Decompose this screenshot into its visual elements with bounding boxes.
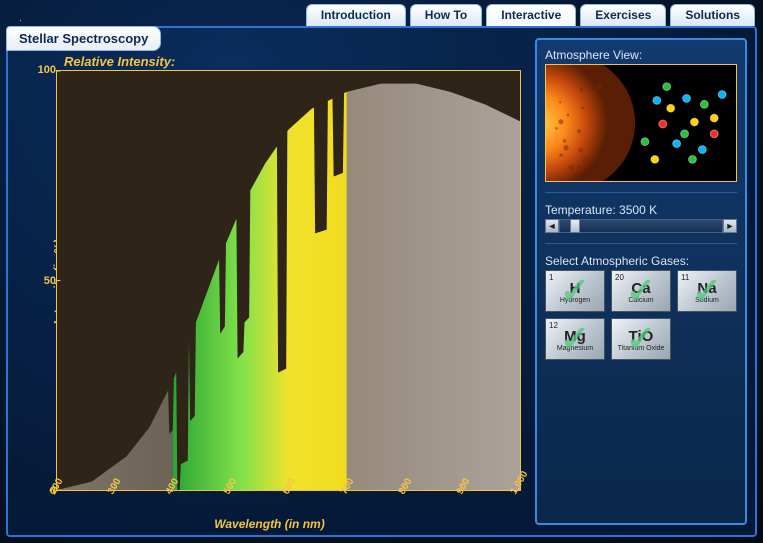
temperature-value: 3500 K bbox=[619, 203, 657, 217]
gases-label: Select Atmospheric Gases: bbox=[545, 254, 737, 268]
temperature-label: Temperature: 3500 K bbox=[545, 203, 737, 217]
gas-tile-tio[interactable]: TiOTitanium Oxide✓ bbox=[611, 318, 671, 360]
gas-symbol: Na bbox=[682, 281, 732, 296]
nav-tab-solutions[interactable]: Solutions bbox=[670, 4, 755, 26]
slider-thumb[interactable] bbox=[570, 219, 580, 233]
gas-name: Magnesium bbox=[550, 345, 600, 352]
sidebar: Atmosphere View: Temperature: 3500 K ◄ ►… bbox=[535, 38, 747, 525]
gas-tile-mg[interactable]: 12MgMagnesium✓ bbox=[545, 318, 605, 360]
atmosphere-view bbox=[545, 64, 737, 182]
y-tick: 100 bbox=[38, 64, 56, 76]
gas-symbol: Mg bbox=[550, 329, 600, 344]
gas-number: 1 bbox=[549, 273, 553, 282]
nav-tab-exercises[interactable]: Exercises bbox=[580, 4, 666, 26]
nav-tab-how-to[interactable]: How To bbox=[410, 4, 482, 26]
gas-tile-ca[interactable]: 20CaCalcium✓ bbox=[611, 270, 671, 312]
y-tick: 50 bbox=[44, 275, 56, 287]
gases-section: Select Atmospheric Gases: 1HHydrogen✓20C… bbox=[545, 254, 737, 360]
slider-decrement-button[interactable]: ◄ bbox=[545, 219, 559, 233]
gas-symbol: H bbox=[550, 281, 600, 296]
slider-track[interactable] bbox=[559, 219, 723, 233]
gas-name: Calcium bbox=[616, 297, 666, 304]
temperature-section: Temperature: 3500 K ◄ ► bbox=[545, 203, 737, 233]
gas-number: 11 bbox=[681, 273, 689, 282]
gas-name: Sodium bbox=[682, 297, 732, 304]
atmosphere-section: Atmosphere View: bbox=[545, 48, 737, 182]
gas-grid: 1HHydrogen✓20CaCalcium✓11NaSodium✓ 12MgMa… bbox=[545, 270, 737, 360]
divider bbox=[545, 243, 737, 244]
gas-number: 12 bbox=[549, 321, 558, 330]
gas-symbol: Ca bbox=[616, 281, 666, 296]
spectrum-chart: Relative Intensity: Intensity (in %) 050… bbox=[8, 28, 531, 535]
gas-number: 20 bbox=[615, 273, 624, 282]
x-axis-label: Wavelength (in nm) bbox=[8, 517, 531, 531]
chart-title: Relative Intensity: bbox=[64, 54, 175, 69]
gas-tile-na[interactable]: 11NaSodium✓ bbox=[677, 270, 737, 312]
gas-tile-h[interactable]: 1HHydrogen✓ bbox=[545, 270, 605, 312]
divider bbox=[545, 192, 737, 193]
gas-name: Titanium Oxide bbox=[616, 345, 666, 352]
atmosphere-label: Atmosphere View: bbox=[545, 48, 737, 62]
slider-increment-button[interactable]: ► bbox=[723, 219, 737, 233]
nav-tab-introduction[interactable]: Introduction bbox=[306, 4, 406, 26]
temperature-slider: ◄ ► bbox=[545, 219, 737, 233]
gas-name: Hydrogen bbox=[550, 297, 600, 304]
main-panel: Stellar Spectroscopy Relative Intensity:… bbox=[6, 26, 757, 537]
gas-symbol: TiO bbox=[616, 329, 666, 344]
x-ticks: 2003004005006007008009001,000 bbox=[56, 491, 521, 511]
top-nav: IntroductionHow ToInteractiveExercisesSo… bbox=[306, 4, 755, 26]
chart-plot-area bbox=[56, 70, 521, 491]
atmosphere-svg bbox=[546, 65, 736, 181]
y-ticks: 050100 bbox=[38, 70, 56, 491]
temperature-label-prefix: Temperature: bbox=[545, 203, 619, 217]
nav-tab-interactive[interactable]: Interactive bbox=[486, 4, 576, 26]
chart-svg bbox=[57, 71, 520, 490]
